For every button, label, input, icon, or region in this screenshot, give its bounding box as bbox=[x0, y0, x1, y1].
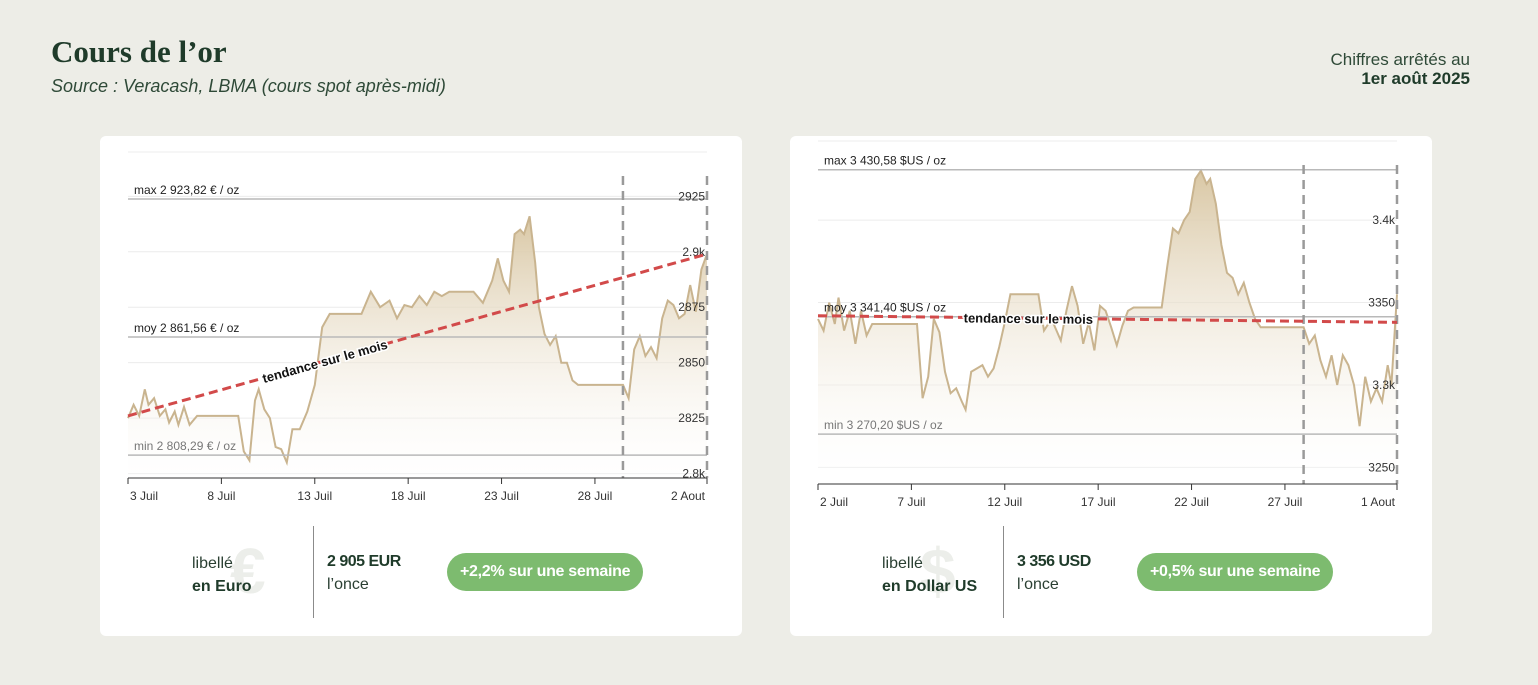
reference-line-label: moy 3 341,40 $US / oz bbox=[824, 301, 946, 315]
y-tick-label: 3250 bbox=[1368, 460, 1395, 474]
x-tick-label: 23 Juil bbox=[484, 489, 519, 503]
y-tick-label: 2875 bbox=[678, 300, 705, 314]
currency-name: en Dollar US bbox=[882, 578, 978, 595]
reference-line-label: max 2 923,82 € / oz bbox=[134, 183, 239, 197]
x-tick-label: 22 Juil bbox=[1174, 495, 1209, 509]
x-tick-label: 2 Juil bbox=[820, 495, 848, 509]
price-value: 3 356 USD bbox=[1017, 553, 1091, 570]
currency-name: en Euro bbox=[192, 578, 252, 595]
price-area bbox=[818, 170, 1397, 474]
as-of-label: Chiffres arrêtés au bbox=[1330, 50, 1470, 69]
gold-price-chart-usd: max 3 430,58 $US / oz moy 3 341,40 $US / … bbox=[817, 140, 1399, 509]
reference-line-label: moy 2 861,56 € / oz bbox=[134, 321, 239, 335]
weekly-change-badge: +2,2% sur une semaine bbox=[447, 553, 644, 591]
labelled-text: libellé bbox=[882, 555, 923, 572]
euro-symbol-icon: € bbox=[230, 535, 266, 607]
divider bbox=[313, 526, 314, 618]
x-tick-label: 8 Juil bbox=[207, 489, 235, 503]
gold-price-card-eur: max 2 923,82 € / oz moy 2 861,56 € / oz mi… bbox=[100, 136, 742, 636]
price-area bbox=[128, 216, 707, 479]
currency-label: libellé en Dollar US bbox=[882, 552, 977, 598]
page-title: Cours de l’or bbox=[51, 34, 227, 69]
x-tick-label: 27 Juil bbox=[1268, 495, 1303, 509]
reference-line-label: max 3 430,58 $US / oz bbox=[824, 154, 946, 168]
x-tick-label: 18 Juil bbox=[391, 489, 426, 503]
gold-price-chart-eur: max 2 923,82 € / oz moy 2 861,56 € / oz mi… bbox=[127, 151, 709, 503]
price-line bbox=[127, 215, 708, 467]
price-summary-eur: € libellé en Euro 2 905 EUR l’once +2,2%… bbox=[100, 526, 742, 618]
reference-line-label: min 3 270,20 $US / oz bbox=[824, 418, 943, 432]
y-tick-label: 3350 bbox=[1368, 296, 1395, 310]
price-block: 2 905 EUR l’once bbox=[327, 550, 401, 596]
gold-price-card-usd: max 3 430,58 $US / oz moy 3 341,40 $US / … bbox=[790, 136, 1432, 636]
x-tick-label: 2 Aout bbox=[671, 489, 706, 503]
x-tick-label: 1 Aout bbox=[1361, 495, 1396, 509]
y-tick-label: 2925 bbox=[678, 189, 705, 203]
x-tick-label: 3 Juil bbox=[130, 489, 158, 503]
page-subtitle: Source : Veracash, LBMA (cours spot aprè… bbox=[51, 76, 446, 96]
divider bbox=[1003, 526, 1004, 618]
y-tick-label: 3.4k bbox=[1372, 213, 1396, 227]
x-tick-label: 12 Juil bbox=[987, 495, 1022, 509]
y-tick-label: 2850 bbox=[678, 356, 705, 370]
price-block: 3 356 USD l’once bbox=[1017, 550, 1091, 596]
price-unit: l’once bbox=[1017, 576, 1059, 593]
price-line bbox=[817, 168, 1398, 427]
currency-label: libellé en Euro bbox=[192, 552, 252, 598]
x-tick-label: 28 Juil bbox=[578, 489, 613, 503]
y-tick-label: 2825 bbox=[678, 411, 705, 425]
y-tick-label: 2.8k bbox=[682, 467, 706, 481]
price-summary-usd: $ libellé en Dollar US 3 356 USD l’once … bbox=[790, 526, 1432, 618]
labelled-text: libellé bbox=[192, 555, 233, 572]
trend-line-label: tendance sur le mois bbox=[964, 310, 1093, 326]
x-tick-label: 17 Juil bbox=[1081, 495, 1116, 509]
x-tick-label: 13 Juil bbox=[297, 489, 332, 503]
dollar-symbol-icon: $ bbox=[920, 535, 956, 607]
y-tick-label: 3.3k bbox=[1372, 378, 1396, 392]
reference-line-label: min 2 808,29 € / oz bbox=[134, 439, 236, 453]
price-value: 2 905 EUR bbox=[327, 553, 401, 570]
as-of-date-block: Chiffres arrêtés au 1er août 2025 bbox=[1330, 50, 1470, 88]
trend-line bbox=[127, 252, 708, 418]
x-tick-label: 7 Juil bbox=[897, 495, 925, 509]
trend-line bbox=[817, 314, 1398, 324]
weekly-change-badge: +0,5% sur une semaine bbox=[1137, 553, 1334, 591]
price-unit: l’once bbox=[327, 576, 369, 593]
as-of-date: 1er août 2025 bbox=[1361, 69, 1470, 88]
